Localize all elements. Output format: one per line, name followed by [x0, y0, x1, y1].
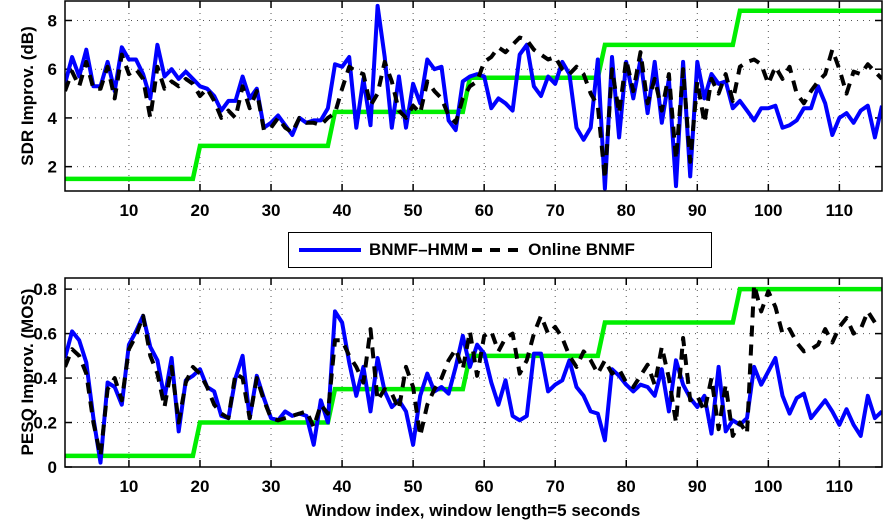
x-tick-label: 20	[191, 201, 210, 220]
step-series	[65, 8, 882, 182]
x-tick-label: 40	[333, 477, 352, 496]
y-tick-label: 0.8	[33, 280, 57, 299]
x-tick-label: 100	[754, 201, 782, 220]
legend-item-bnmf-hmm: BNMF–HMM	[289, 233, 468, 267]
legend-label: BNMF–HMM	[369, 240, 469, 259]
pesq-plot: 10 20 30 40 50 60 70 80 90 100 110 0 0.2 0.4 0.6 0.8	[33, 277, 883, 496]
x-tick-label: 90	[688, 477, 707, 496]
y-tick-label: 8	[48, 11, 57, 30]
solid-line-icon	[299, 248, 361, 252]
x-tick-label: 70	[546, 201, 565, 220]
step-series	[65, 286, 882, 459]
xlabel: Window index, window length=5 seconds	[306, 501, 641, 520]
x-tick-label: 60	[475, 201, 494, 220]
x-tick-label: 80	[617, 477, 636, 496]
y-tick-label: 4	[48, 109, 58, 128]
legend-label: Online BNMF	[528, 240, 635, 259]
x-tick-label: 20	[191, 477, 210, 496]
x-tick-label: 50	[404, 201, 423, 220]
pesq-ylabel: PESQ Improv. (MOS)	[18, 289, 37, 456]
sdr-plot: 10 20 30 40 50 60 70 80 90 100 110 2 4 6 8	[48, 0, 883, 220]
legend-item-online-bnmf: Online BNMF	[468, 233, 635, 267]
x-tick-label: 110	[826, 201, 853, 220]
online-bnmf-series	[65, 282, 877, 458]
x-tick-label: 10	[119, 201, 138, 220]
axes-frame	[64, 0, 883, 192]
axes-frame	[64, 277, 883, 468]
x-tick-label: 70	[546, 477, 565, 496]
online-bnmf-series	[65, 35, 882, 181]
x-tick-label: 110	[826, 477, 853, 496]
x-tick-label: 60	[475, 477, 494, 496]
y-tick-label: 0.6	[33, 325, 57, 344]
x-tick-label: 100	[754, 477, 782, 496]
legend: BNMF–HMM Online BNMF	[288, 232, 712, 268]
y-tick-label: 0	[48, 458, 57, 477]
bnmf-hmm-series	[65, 3, 882, 191]
dashed-line-icon	[472, 248, 519, 252]
y-tick-label: 0.2	[33, 414, 57, 433]
x-tick-label: 80	[617, 201, 636, 220]
x-tick-label: 50	[404, 477, 423, 496]
x-tick-label: 10	[119, 477, 138, 496]
y-tick-label: 2	[48, 158, 57, 177]
sdr-ylabel: SDR Improv. (dB)	[18, 26, 37, 165]
y-tick-label: 0.4	[33, 369, 57, 388]
y-tick-label: 6	[48, 60, 57, 79]
x-tick-label: 40	[333, 201, 352, 220]
x-tick-label: 30	[262, 201, 281, 220]
x-tick-label: 30	[262, 477, 281, 496]
x-tick-label: 90	[688, 201, 707, 220]
